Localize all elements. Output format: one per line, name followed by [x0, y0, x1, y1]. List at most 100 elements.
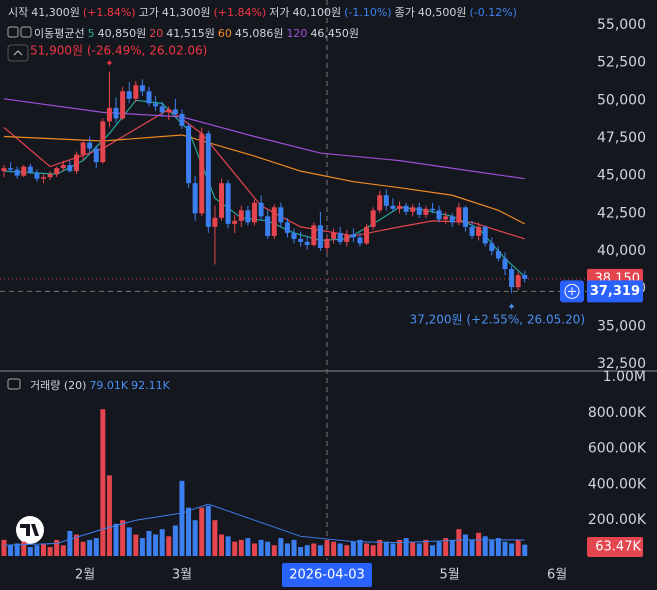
volume-bar [489, 539, 495, 556]
volume-bar [126, 527, 132, 556]
eye-icon [7, 26, 19, 38]
candle-body [324, 238, 330, 248]
x-tick-label: 6월 [547, 568, 567, 583]
ma-line [3, 134, 526, 225]
candle-body [502, 258, 508, 270]
candle-body [495, 250, 501, 259]
ohlc-change: (-1.10%) [344, 6, 392, 19]
extreme-marker: ✦ [507, 302, 515, 313]
volume-ma-line [3, 503, 525, 546]
volume-tick-label: 800.00K [588, 405, 647, 421]
ohlc-label: 저가 [269, 6, 290, 19]
candle-body [8, 168, 14, 170]
volume-tick-label: 1.00M [603, 369, 646, 385]
x-tick-label: 3월 [172, 568, 192, 583]
candle-body [199, 133, 205, 214]
volume-bar [73, 534, 79, 556]
candle-body [350, 234, 356, 238]
candle-body [515, 275, 521, 288]
ma-period: 60 [217, 27, 232, 40]
volume-bar [429, 545, 435, 556]
candle-body [192, 183, 198, 214]
ma-legend: 이동평균선 5 40,850원 20 41,515원 60 45,086원 120 46,450… [34, 25, 362, 41]
crosshair-price-tag [587, 280, 643, 303]
candle-body [476, 226, 482, 236]
volume-bar [80, 541, 86, 556]
volume-bar [113, 523, 119, 556]
candle-body [245, 210, 251, 223]
volume-bar [14, 543, 20, 556]
candle-body [509, 269, 515, 288]
candle-body [298, 238, 304, 242]
volume-bar [350, 541, 356, 556]
volume-bar [317, 545, 323, 556]
volume-bar [54, 539, 60, 556]
candle-body [344, 234, 350, 242]
volume-bar [390, 543, 396, 556]
candle-body [73, 154, 79, 172]
candle-body [159, 106, 165, 113]
add-alert-icon [564, 283, 580, 299]
volume-bar [21, 541, 27, 556]
candle-body [390, 205, 396, 209]
y-tick-label: 45,000 [597, 168, 646, 184]
candle-body [357, 237, 363, 244]
last-volume-label: 63.47K [595, 540, 641, 555]
ohlc-label: 시작 [8, 6, 29, 19]
volume-bar [258, 539, 264, 556]
ohlc-change: (+1.84%) [213, 6, 267, 19]
candle-body [317, 225, 323, 248]
candle-body [265, 216, 271, 236]
volume-eye-icon [7, 378, 21, 390]
volume-bar [403, 538, 409, 556]
volume-bar [47, 547, 53, 556]
volume-bar [476, 532, 482, 556]
ma-line [3, 98, 525, 180]
candle-body [416, 207, 422, 215]
candle-body [232, 220, 238, 224]
candle-body [284, 222, 290, 233]
candle-body [153, 103, 159, 107]
candle-body [172, 109, 178, 114]
volume-bar [27, 547, 33, 556]
ohlc-value: 40,500원 [417, 6, 467, 19]
volume-bar [304, 545, 310, 556]
volume-bar [192, 520, 198, 556]
volume-bar [186, 507, 192, 556]
volume-tick-label: 200.00K [588, 512, 647, 528]
volume-bar [311, 543, 317, 556]
settings-icon [20, 26, 32, 38]
volume-bar [8, 545, 14, 556]
ma-value: 41,515원 [166, 27, 215, 40]
volume-bar [344, 545, 350, 556]
volume-bar [179, 480, 185, 556]
volume-bar [1, 539, 7, 556]
candle-body [456, 207, 462, 223]
volume-bar [522, 544, 528, 556]
ohlc-header: 시작 41,300원 (+1.84%) 고가 41,300원 (+1.84%) 저가 40,1… [8, 4, 520, 20]
ma-period: 120 [286, 27, 308, 40]
volume-bar [357, 539, 363, 556]
candle-body [41, 177, 47, 179]
volume-bar [93, 538, 99, 556]
candle-body [469, 226, 475, 236]
y-tick-label: 52,500 [597, 55, 646, 71]
volume-bar [462, 534, 468, 556]
add-alert-plus [568, 287, 576, 296]
volume-bar [67, 530, 73, 556]
candle-body [80, 142, 86, 155]
volume-bar [271, 545, 277, 556]
candle-body [251, 202, 257, 223]
volume-bar [449, 539, 455, 556]
candle-body [311, 225, 317, 245]
volume-bar [120, 520, 126, 556]
y-tick-label: 42,500 [597, 205, 646, 221]
collapse-chevron [13, 50, 23, 56]
volume-bar [416, 543, 422, 556]
volume-bar [291, 539, 297, 556]
candle-body [126, 91, 132, 99]
crosshair-price-label: 37,319 [590, 284, 640, 299]
candle-body [258, 202, 264, 217]
x-tick-label: 5월 [440, 568, 460, 583]
